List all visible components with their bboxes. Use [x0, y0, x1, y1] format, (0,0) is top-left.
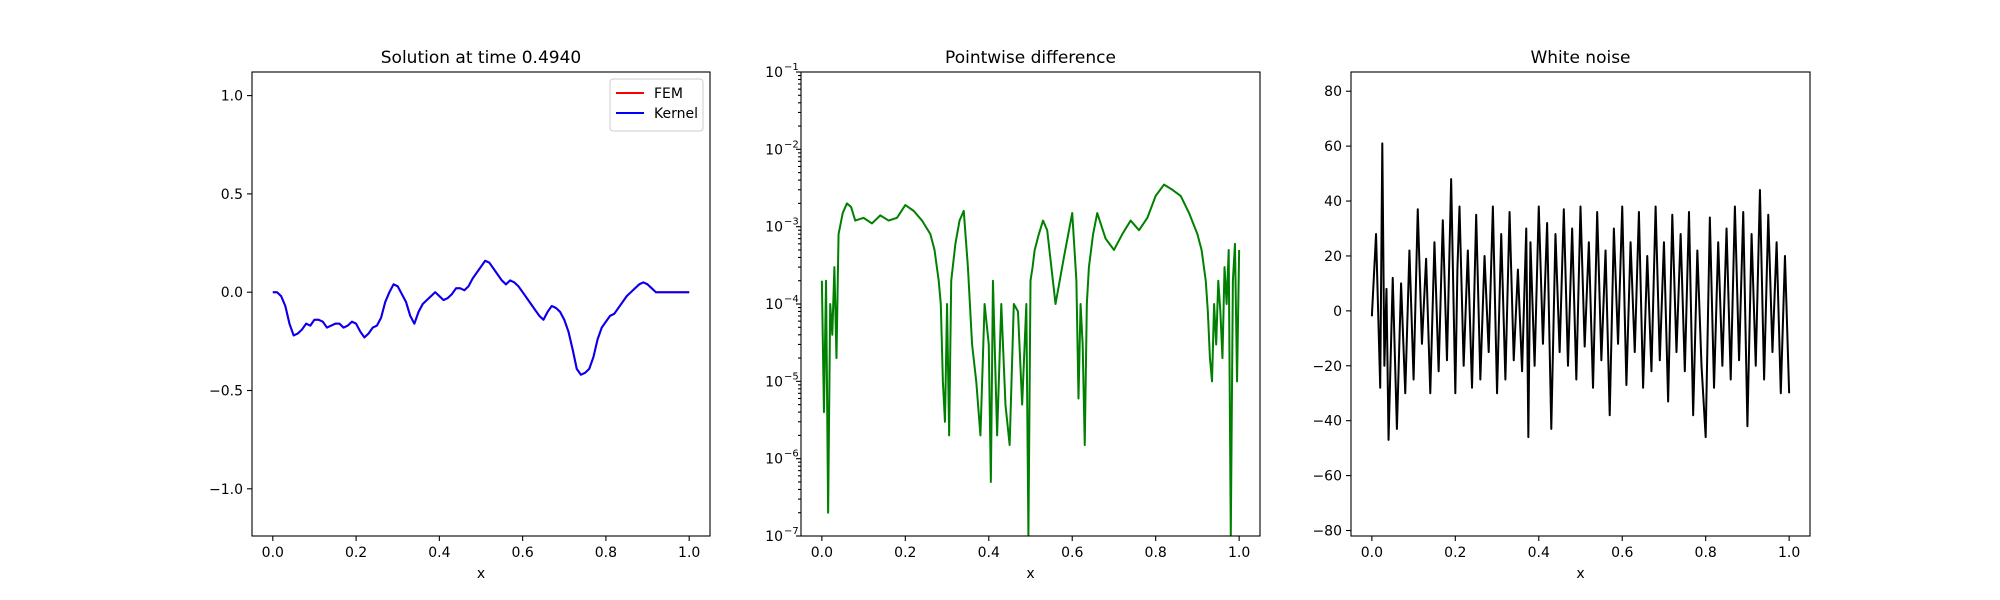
- y-tick-exponent: −2: [784, 139, 799, 150]
- x-tick-label: 0.2: [345, 545, 367, 561]
- y-tick-label: 0: [1333, 304, 1342, 320]
- chart-title: White noise: [1530, 48, 1630, 68]
- y-tick-label: −80: [1312, 524, 1342, 540]
- y-tick-label: −40: [1312, 414, 1342, 430]
- x-axis-label: x: [477, 566, 485, 582]
- chart-panel-0: 0.0 0.2 0.4 0.6 0.8 1.0 −1.0 −0.5 0.0 0.5 1.0 Solut…: [209, 48, 711, 582]
- y-tick-exponent: −7: [784, 526, 799, 537]
- x-tick-label: 0.4: [428, 545, 450, 561]
- chart-panel-2: 0.0 0.2 0.4 0.6 0.8 1.0 −80 −60 −40 −20 0 20 40 60 80 W…: [1312, 48, 1811, 582]
- y-tick-label: 40: [1324, 194, 1342, 210]
- x-tick-label: 0.4: [978, 545, 1000, 561]
- y-tick-label: 1.0: [221, 89, 243, 105]
- x-tick-label: 0.0: [1361, 545, 1383, 561]
- x-tick-label: 0.6: [512, 545, 534, 561]
- y-tick-label: 10: [765, 297, 783, 313]
- x-tick-label: 1.0: [678, 545, 700, 561]
- y-tick-label: 10: [765, 220, 783, 236]
- series-line-0-1: [272, 259, 690, 376]
- y-tick-label: −1.0: [209, 482, 243, 498]
- y-tick-exponent: −3: [784, 217, 799, 228]
- y-tick-exponent: −1: [784, 62, 799, 73]
- y-tick-label: 10: [765, 65, 783, 81]
- axes-frame: [1350, 71, 1811, 537]
- x-tick-label: 0.0: [262, 545, 284, 561]
- y-tick-label: 0.5: [221, 187, 243, 203]
- x-tick-label: 0.2: [1444, 545, 1466, 561]
- y-tick-label: −0.5: [209, 384, 243, 400]
- chart-panel-1: 0.0 0.2 0.4 0.6 0.8 1.010−710−610−510−410−310…: [765, 48, 1261, 582]
- x-axis-label: x: [1576, 566, 1584, 582]
- legend: FEM Kernel: [609, 78, 704, 132]
- y-tick-label: 10: [765, 452, 783, 468]
- y-tick-exponent: −5: [784, 371, 799, 382]
- y-tick-label: 0.0: [221, 285, 243, 301]
- x-tick-label: 0.4: [1528, 545, 1550, 561]
- chart-title: Pointwise difference: [945, 48, 1116, 68]
- x-tick-label: 1.0: [1778, 545, 1800, 561]
- y-tick-exponent: −4: [784, 294, 799, 305]
- x-tick-label: 0.8: [1145, 545, 1167, 561]
- series-line-2-0: [1370, 142, 1791, 441]
- series-line-0-0: [272, 259, 690, 376]
- x-tick-label: 0.2: [894, 545, 916, 561]
- y-tick-label: −20: [1312, 359, 1342, 375]
- x-tick-label: 0.6: [1061, 545, 1083, 561]
- x-tick-label: 0.6: [1611, 545, 1633, 561]
- y-tick-label: 80: [1324, 84, 1342, 100]
- x-tick-label: 0.8: [595, 545, 617, 561]
- chart-title: Solution at time 0.4940: [381, 48, 581, 68]
- y-tick-label: 60: [1324, 139, 1342, 155]
- legend-label: FEM: [654, 86, 683, 102]
- y-tick-exponent: −6: [784, 449, 799, 460]
- y-tick-label: 10: [765, 142, 783, 158]
- y-tick-label: 10: [765, 374, 783, 390]
- x-axis-label: x: [1026, 566, 1034, 582]
- y-tick-label: 20: [1324, 249, 1342, 265]
- axes-frame: [251, 71, 711, 537]
- legend-label: Kernel: [654, 106, 698, 122]
- x-tick-label: 0.8: [1695, 545, 1717, 561]
- y-tick-label: −60: [1312, 469, 1342, 485]
- y-tick-label: 10: [765, 529, 783, 545]
- series-line-1-0: [820, 183, 1241, 536]
- x-tick-label: 0.0: [811, 545, 833, 561]
- x-tick-label: 1.0: [1228, 545, 1250, 561]
